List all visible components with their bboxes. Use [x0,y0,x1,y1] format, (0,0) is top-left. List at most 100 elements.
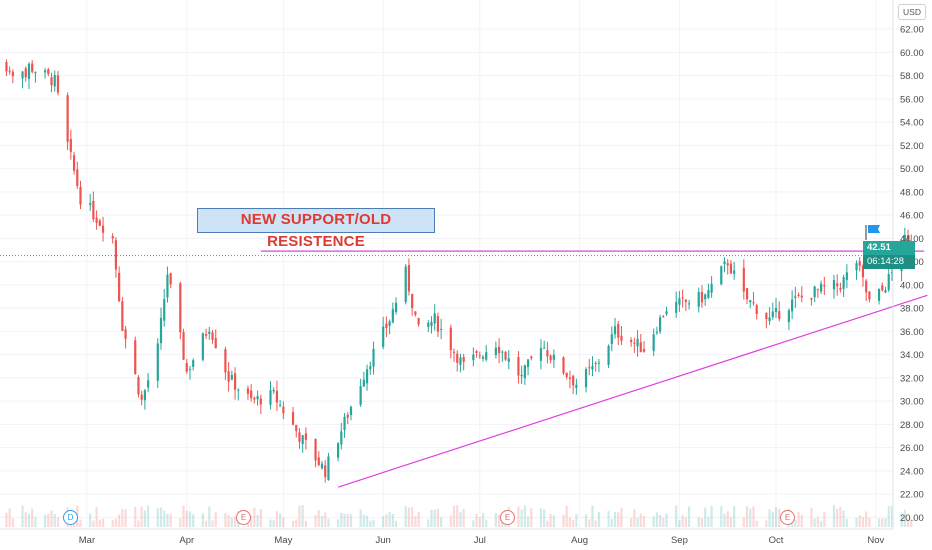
volume-bar [568,517,572,527]
volume-bar [543,509,546,527]
volume-bar [723,513,726,527]
candle [507,350,510,370]
candle [359,378,362,407]
flag-icon[interactable] [865,225,880,240]
volume-bar [684,517,687,527]
price-tick-label: 44.00 [900,234,924,245]
candle [47,67,50,77]
candle [31,60,34,74]
volume-bar [417,511,420,527]
candle [678,290,681,312]
candle [159,307,163,350]
rising-trendline[interactable] [337,294,928,488]
candle [517,351,520,384]
volume-bar [27,513,31,527]
candle [906,229,910,242]
volume-bar [823,512,826,527]
candle [256,390,259,406]
price-axis[interactable]: 20.00 22.00 24.00 26.00 28.00 30.00 32.00 34.00… [900,25,924,524]
volume-bar [617,512,620,527]
candle [118,266,121,303]
volume-bar [295,519,298,527]
volume-bar [810,507,813,527]
time-axis[interactable]: Mar Apr May Jun Jul Aug Sep Oct Nov [79,535,885,546]
volume-bar [494,512,497,527]
candle [765,312,768,329]
candle [504,351,507,361]
earnings-event-icon[interactable]: E [500,510,515,525]
volume-bar [472,520,475,527]
candle [610,326,613,352]
price-tick-label: 30.00 [900,397,924,408]
volume-bar [159,507,163,527]
candle [813,285,816,303]
price-tick-label: 58.00 [900,71,924,82]
bar-countdown-tag: 06:14:28 [863,255,915,269]
price-tick-label: 24.00 [900,466,924,477]
candle [652,328,655,356]
candle [324,460,327,483]
volume-bar [372,519,375,527]
candle [417,317,420,327]
price-tick-label: 20.00 [900,513,924,524]
volume-bar [201,513,204,527]
candle [163,289,166,327]
volume-bar [279,513,282,527]
candle [188,365,192,380]
volume-bar [877,518,881,527]
volume-bar [707,516,710,527]
volume-bar [462,508,465,527]
candle [823,276,826,295]
candle [269,381,272,410]
volume-bar [681,515,684,527]
volume-bar [98,519,101,527]
volume-bar [861,517,865,527]
candle [832,274,836,299]
currency-button[interactable]: USD [898,4,926,20]
volume-bar [478,517,481,527]
dividend-event-icon[interactable]: D [63,510,78,525]
candle [301,435,304,453]
volume-bar [813,518,816,527]
candle [11,69,14,84]
candle [665,306,668,316]
candle [24,66,27,82]
candle [224,346,227,380]
candle [233,367,237,400]
candle [697,287,700,313]
candle [414,311,417,317]
candle [143,388,146,410]
earnings-event-icon[interactable]: E [780,510,795,525]
candle [259,394,262,415]
candle [733,261,736,280]
volume-bar [700,518,704,527]
candle [523,364,526,385]
volume-bar [365,515,369,527]
support-resistance-callout[interactable]: NEW SUPPORT/OLD RESISTENCE [197,208,435,250]
time-tick-label: Jul [474,535,486,546]
volume-bar [726,511,729,527]
volume-bar [613,511,617,527]
candle [530,355,533,361]
earnings-event-icon[interactable]: E [236,510,251,525]
volume-bar [411,507,414,527]
candle [372,341,375,375]
time-tick-label: May [274,535,292,546]
candle [340,422,343,450]
candle [182,328,185,360]
price-tick-label: 34.00 [900,350,924,361]
candle [842,274,845,298]
volume-bar [881,518,884,527]
volume-bar [407,507,411,527]
candle [588,358,591,376]
candle [304,427,307,450]
volume-bar [752,506,755,527]
price-tick-label: 28.00 [900,420,924,431]
candle [327,452,330,481]
candle [314,438,317,468]
candle [771,302,774,320]
volume-bar [404,505,407,527]
candle [201,332,204,362]
volume-bar [291,520,295,527]
